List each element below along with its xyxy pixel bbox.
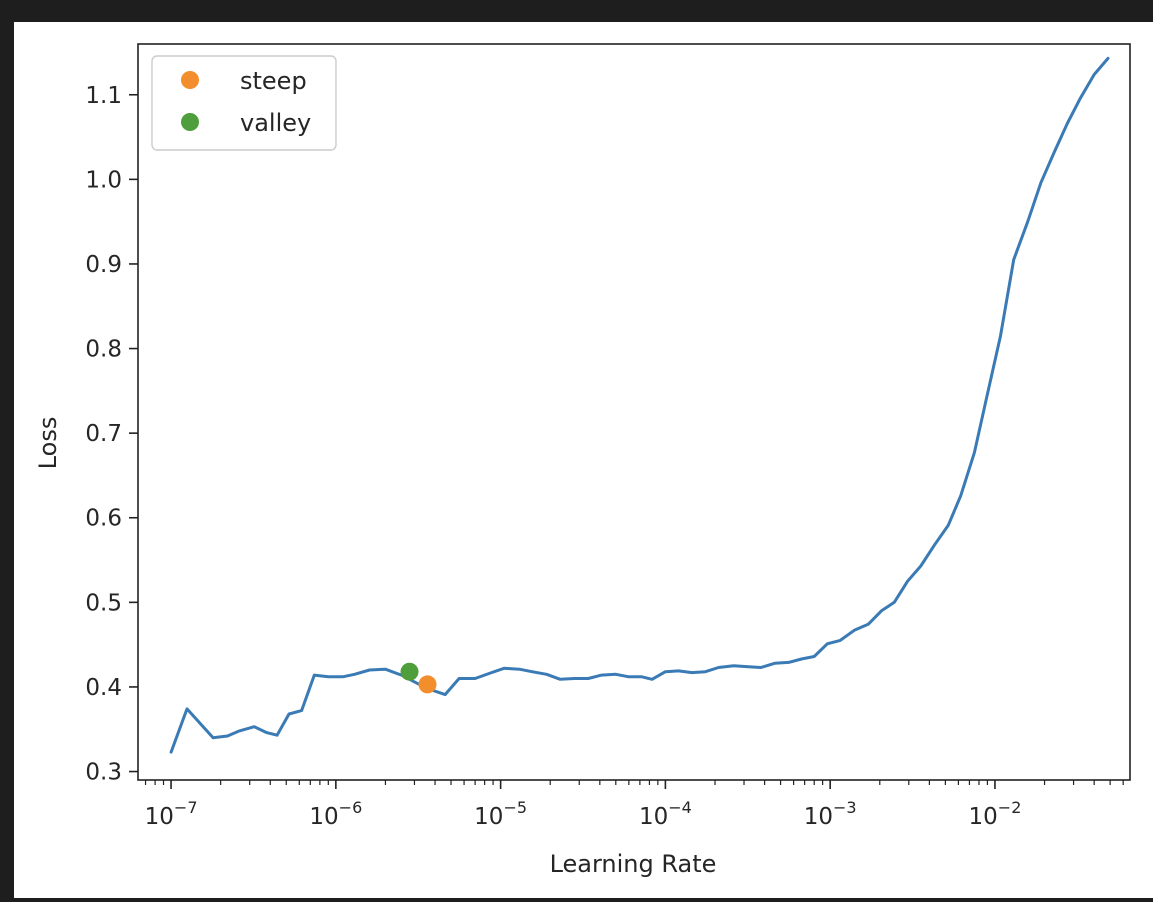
x-tick-label: 10−6: [309, 798, 362, 830]
chart-panel: 10−7 10−6 10−5 10−4 10−3 10−2 0.3 0.4 0.5 0.6 0.7…: [14, 22, 1153, 898]
y-axis: 0.3 0.4 0.5 0.6 0.7 0.8 0.9 1.0 1.1: [85, 83, 138, 786]
valley-marker: [400, 662, 419, 681]
plot-area: [169, 56, 1110, 754]
x-tick-base: 10: [474, 804, 503, 830]
x-tick-label: 10−7: [145, 798, 198, 830]
valley-legend-label: valley: [240, 109, 311, 137]
y-tick-label: 0.7: [85, 421, 122, 447]
x-tick-exponent: −4: [668, 798, 692, 817]
y-axis-label: Loss: [34, 417, 62, 470]
x-axis: 10−7 10−6 10−5 10−4 10−3 10−2: [145, 780, 1124, 830]
x-tick-exponent: −2: [998, 798, 1022, 817]
steep-legend-label: steep: [240, 67, 307, 95]
y-tick-label: 0.8: [85, 337, 122, 363]
x-tick-base: 10: [309, 804, 338, 830]
steep-marker: [418, 675, 437, 694]
y-tick-label: 0.3: [85, 760, 122, 786]
learning-rate-loss-chart: 10−7 10−6 10−5 10−4 10−3 10−2 0.30.40.50.60.7…: [34, 43, 1131, 878]
loss-line-series-0: [169, 56, 1110, 754]
y-tick-label: 1.1: [85, 83, 122, 109]
y-tick-label: 0.4: [85, 675, 122, 701]
marker-layer: [400, 662, 437, 694]
x-tick-exponent: −7: [174, 798, 198, 817]
valley-legend-swatch: [181, 113, 199, 131]
x-tick-label: 10−4: [639, 798, 692, 830]
x-tick-base: 10: [145, 804, 174, 830]
x-tick-label: 10−2: [969, 798, 1022, 830]
y-tick-label: 1.0: [85, 167, 122, 193]
x-tick-exponent: −3: [833, 798, 857, 817]
x-tick-exponent: −6: [339, 798, 363, 817]
y-tick-label: 0.9: [85, 252, 122, 278]
x-tick-base: 10: [804, 804, 833, 830]
x-tick-exponent: −5: [503, 798, 527, 817]
plot-frame: [137, 43, 1131, 781]
x-axis-label: Learning Rate: [550, 850, 717, 878]
x-tick-base: 10: [969, 804, 998, 830]
y-tick-label: 0.5: [85, 590, 122, 616]
x-tick-label: 10−5: [474, 798, 527, 830]
x-tick-label: 10−3: [804, 798, 857, 830]
axes-frame: [137, 43, 1131, 781]
steep-legend-swatch: [181, 71, 199, 89]
legend: steep valley: [151, 55, 337, 151]
x-tick-base: 10: [639, 804, 668, 830]
y-tick-label: 0.6: [85, 506, 122, 532]
